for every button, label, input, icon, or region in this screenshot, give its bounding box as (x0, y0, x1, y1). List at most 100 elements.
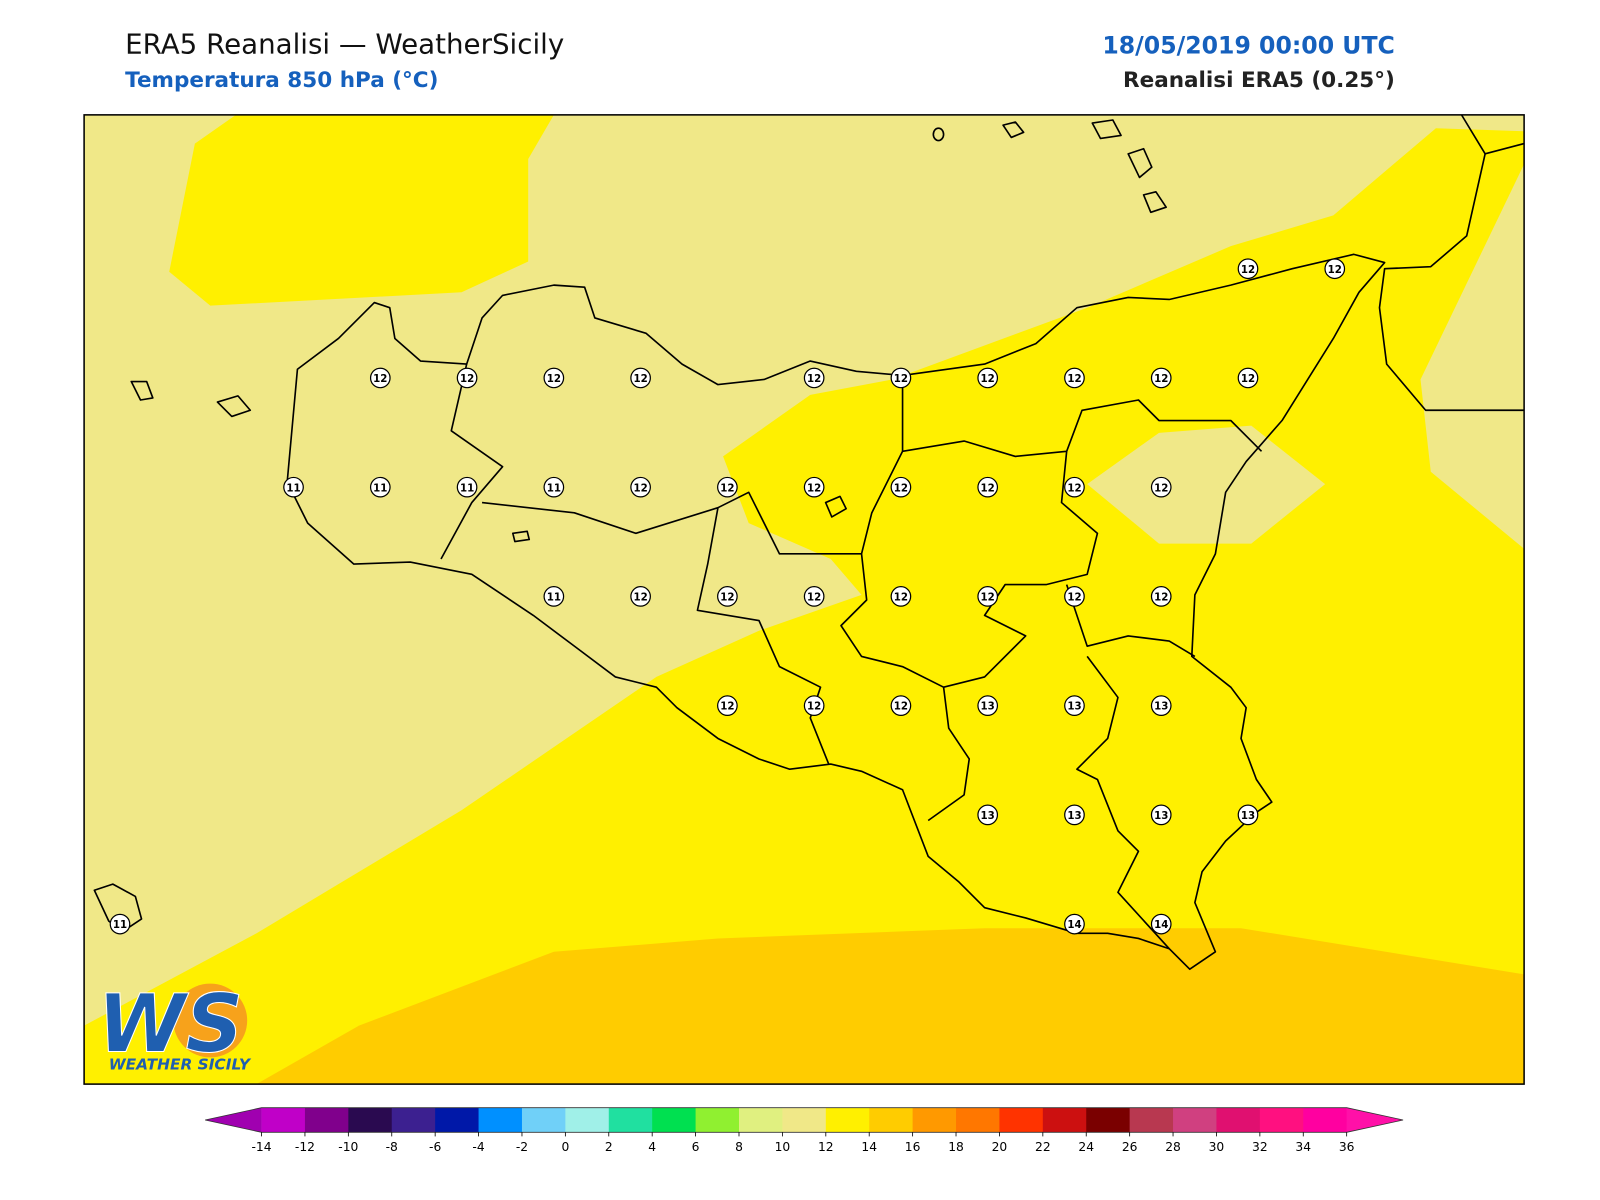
station: 13 (1150, 804, 1172, 826)
station: 12 (1150, 476, 1172, 498)
colorbar-bin (695, 1107, 740, 1133)
source: Reanalisi ERA5 (0.25°) (1123, 68, 1395, 93)
station-marker (630, 476, 651, 498)
station: 11 (543, 586, 565, 607)
station-value: 12 (981, 482, 995, 494)
colorbar-extend-high (1346, 1107, 1404, 1133)
colorbar-bin (738, 1107, 783, 1133)
colorbar-bin (869, 1107, 914, 1133)
colorbar-bin (1042, 1107, 1087, 1133)
colorbar-tick-label: 28 (1165, 1140, 1181, 1154)
station-value: 12 (460, 373, 474, 385)
station-value: 13 (1154, 810, 1168, 822)
station-marker (717, 695, 738, 716)
colorbar-bin (1303, 1107, 1348, 1133)
station-marker (977, 476, 999, 498)
colorbar-tick-label: 12 (818, 1140, 834, 1154)
station-value: 12 (807, 592, 821, 604)
station-marker (1064, 476, 1085, 498)
colorbar-tick-label: 16 (905, 1140, 921, 1154)
colorbar-bin (912, 1107, 957, 1133)
station-value: 12 (720, 701, 734, 713)
colorbar-tick-label: 26 (1122, 1140, 1138, 1154)
colorbar-tick-label: 34 (1295, 1140, 1311, 1154)
logo-name: WEATHER SICILY (109, 1056, 252, 1074)
station-value: 11 (547, 592, 561, 604)
station-marker (1237, 258, 1259, 280)
colorbar: -14 -12 -10 -8 -6 -4 -2 0 2 4 6 8 10 12 14 16 18 20 22 24 26… (205, 1107, 1404, 1154)
colorbar-tick-label: -8 (386, 1140, 398, 1154)
station-marker (1237, 804, 1259, 826)
station: 13 (977, 695, 999, 716)
subtitle: Temperatura 850 hPa (°C) (125, 68, 438, 93)
logo-mark: WS (97, 977, 243, 1070)
station-marker (1064, 695, 1085, 716)
colorbar-bin (956, 1107, 1000, 1133)
station-marker (630, 586, 651, 607)
station-marker (717, 476, 738, 498)
colorbar-bin (999, 1107, 1044, 1133)
station-marker (1150, 913, 1172, 935)
station-marker (1064, 367, 1085, 389)
station-value: 12 (373, 373, 387, 385)
colorbar-bin (1259, 1107, 1304, 1133)
station-marker (1150, 476, 1172, 498)
station: 12 (717, 695, 738, 716)
colorbar-tick-label: 10 (775, 1140, 791, 1154)
station: 12 (456, 367, 478, 389)
station: 12 (803, 476, 825, 498)
station-value: 13 (981, 810, 995, 822)
datetime: 18/05/2019 00:00 UTC (1102, 31, 1394, 59)
station-marker (717, 586, 738, 607)
colorbar-bin (565, 1107, 610, 1133)
station-marker (1150, 804, 1172, 826)
colorbar-tick-label: 36 (1339, 1140, 1355, 1154)
calabria-coast (1378, 114, 1525, 412)
colorbar-bin (608, 1107, 653, 1133)
station-marker (977, 586, 999, 607)
station-marker (1064, 586, 1085, 607)
station-marker (543, 586, 565, 607)
colorbar-tick-label: 30 (1209, 1140, 1225, 1154)
station-value: 12 (720, 592, 734, 604)
map: 12 12 12 12 12 12 12 12 12 12 12 12 11 11 11 11 12 12 12 12… (83, 114, 1525, 1085)
colorbar-bin (348, 1107, 393, 1133)
station: 13 (1064, 804, 1085, 826)
colorbar-tick-label: 14 (861, 1140, 877, 1154)
station-value: 14 (1067, 919, 1081, 931)
colorbar-bin (1216, 1107, 1261, 1133)
station: 12 (803, 695, 825, 716)
station-marker (283, 476, 304, 498)
logo-sun (173, 983, 248, 1058)
colorbar-extend-low (205, 1107, 262, 1133)
station-value: 12 (547, 373, 561, 385)
station-marker (1324, 258, 1346, 280)
colorbar-tick-label: -4 (472, 1140, 484, 1154)
station-value: 12 (1067, 592, 1081, 604)
colorbar-tick-label: -6 (429, 1140, 441, 1154)
station-value: 12 (720, 482, 734, 494)
station: 12 (1064, 367, 1085, 389)
station: 12 (717, 586, 738, 607)
colorbar-tick-label: 2 (605, 1140, 613, 1154)
station-value: 12 (981, 592, 995, 604)
station: 12 (977, 586, 999, 607)
station: 13 (1064, 695, 1085, 716)
station: 12 (890, 695, 912, 716)
station-value: 13 (1154, 701, 1168, 713)
station: 11 (456, 476, 478, 498)
station-marker (890, 476, 912, 498)
station: 12 (1064, 476, 1085, 498)
colorbar-bin (478, 1107, 523, 1133)
station-marker (1150, 695, 1172, 716)
colorbar-bin (304, 1107, 349, 1133)
colorbar-bin (1086, 1107, 1131, 1133)
station-marker (977, 367, 999, 389)
station-value: 13 (1241, 810, 1255, 822)
station: 12 (890, 586, 912, 607)
station-marker (803, 367, 825, 389)
station: 13 (1150, 695, 1172, 716)
station-value: 12 (1154, 373, 1168, 385)
logo: WS WEATHER SICILY (97, 977, 252, 1074)
station-marker (1064, 913, 1085, 935)
